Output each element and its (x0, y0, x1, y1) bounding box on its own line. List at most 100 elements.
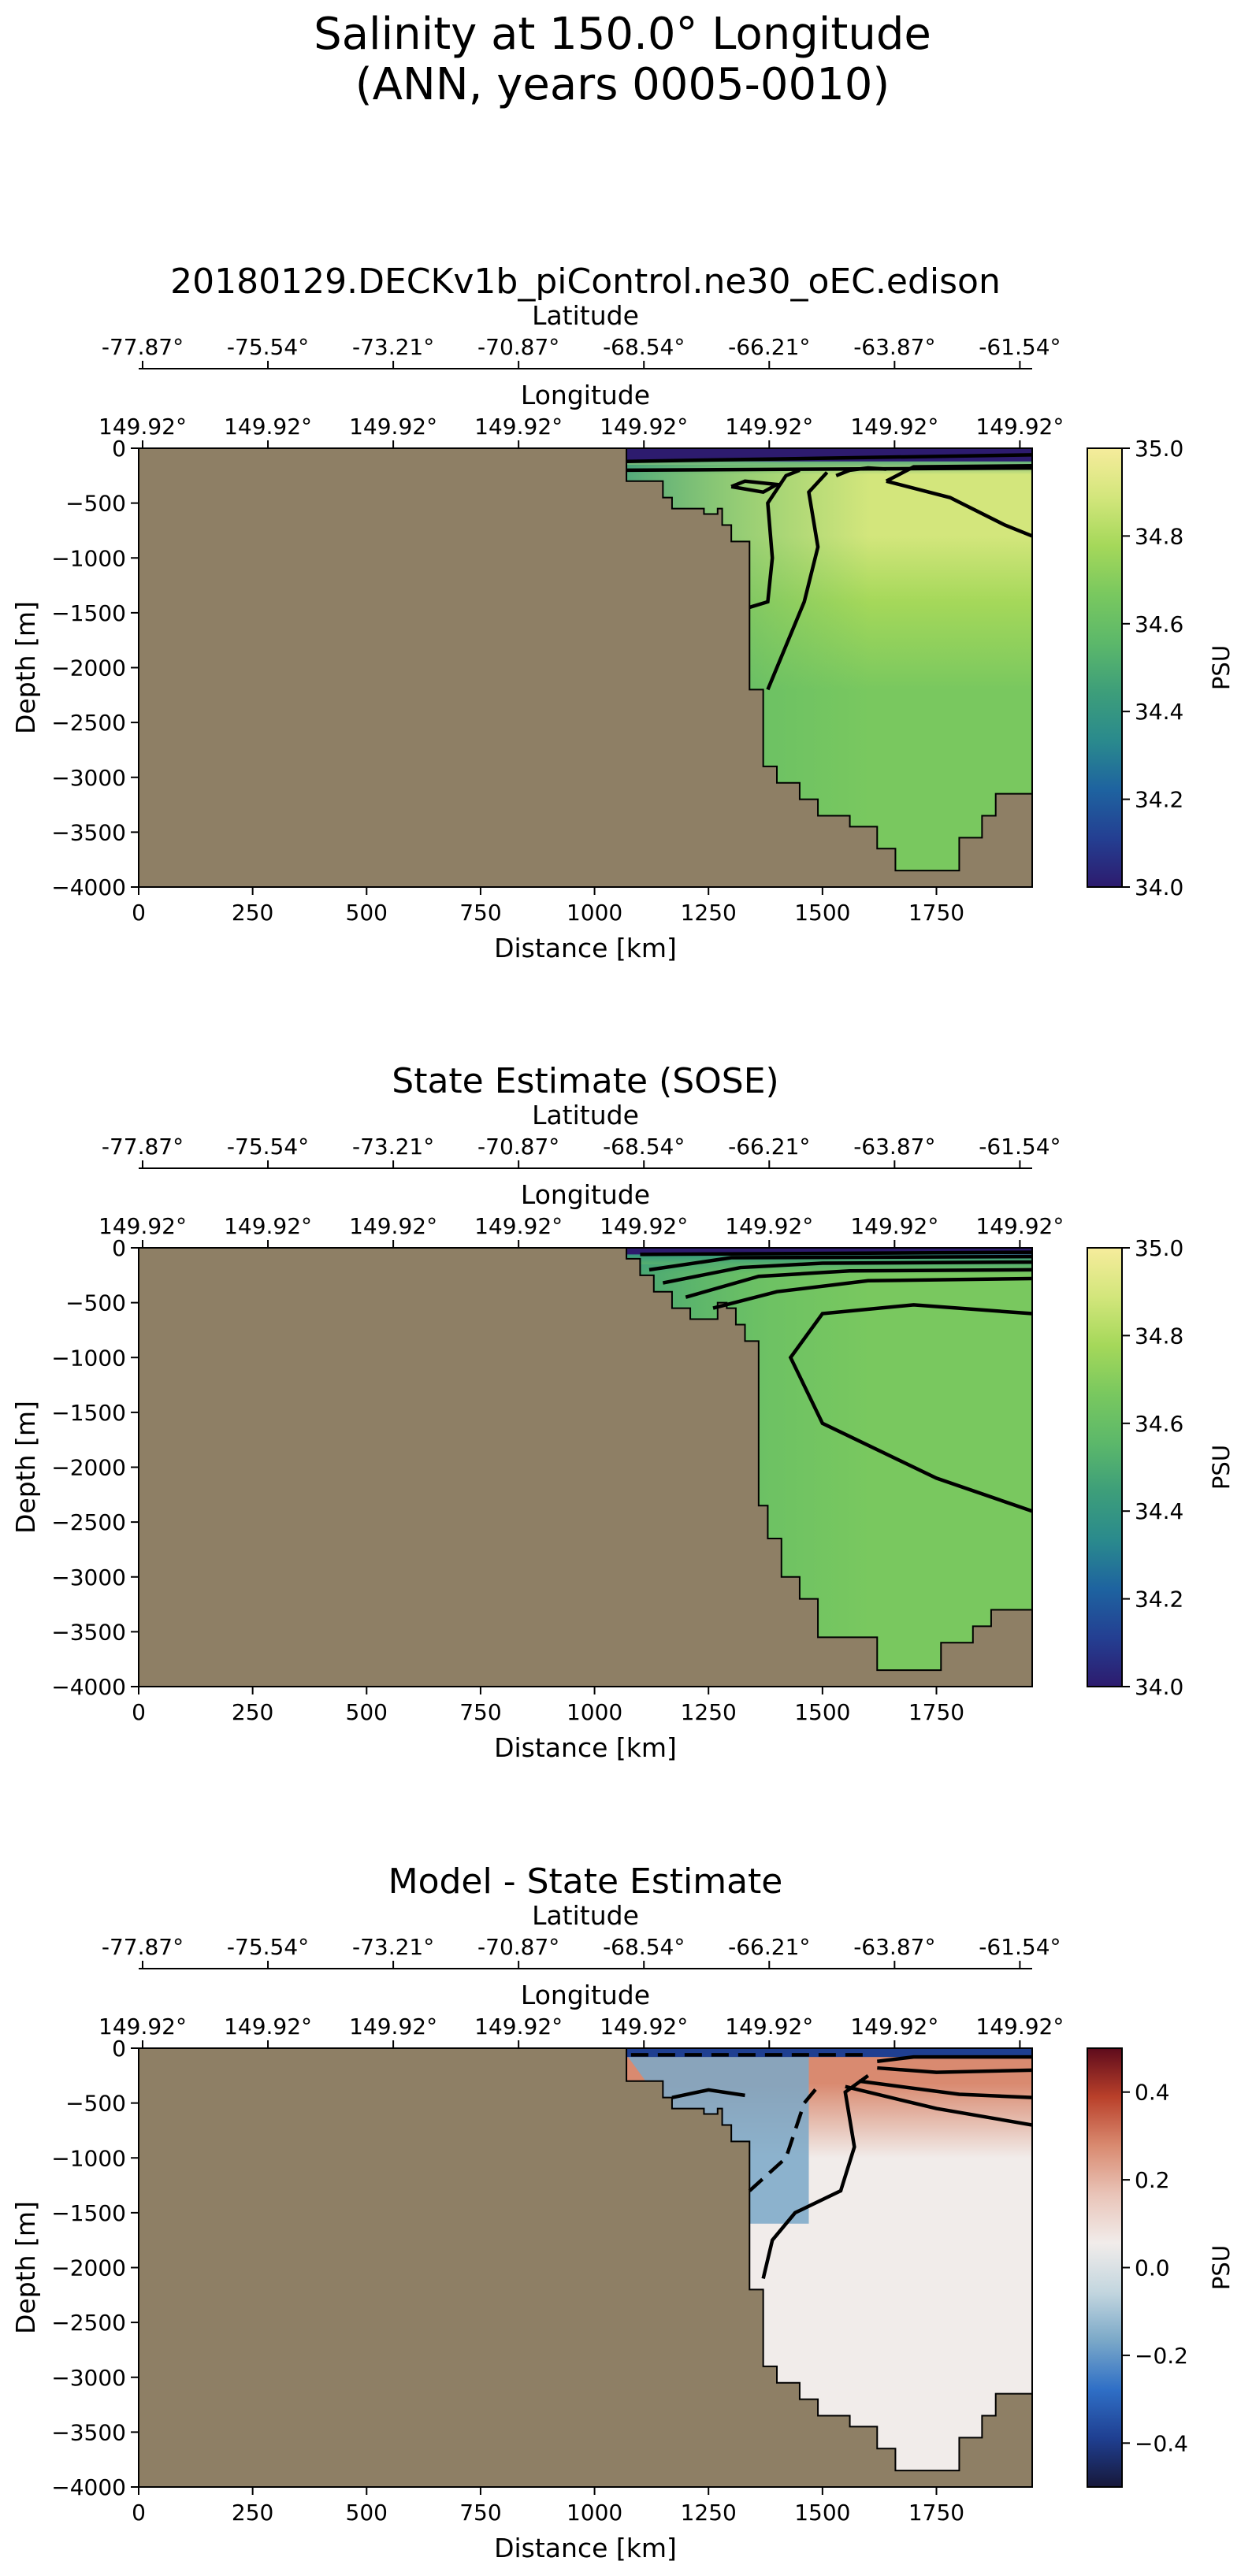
y-axis-label: Depth [m] (10, 2201, 41, 2334)
y-tick-label: −3000 (51, 765, 126, 791)
longitude-tick-label: 149.92° (600, 414, 688, 440)
colorbar-tick-label: 34.6 (1135, 611, 1183, 637)
land-mask (139, 448, 1032, 887)
x-axis-label: Distance [km] (494, 933, 677, 963)
land-mask (139, 2048, 1032, 2487)
latitude-tick-label: -66.21° (728, 1134, 810, 1160)
longitude-tick-label: 149.92° (975, 414, 1064, 440)
colorbar-tick-label: 34.8 (1135, 523, 1183, 549)
longitude-tick-label: 149.92° (975, 2014, 1064, 2040)
colorbar-tick-label: 34.6 (1135, 1411, 1183, 1437)
x-axis-label: Distance [km] (494, 1732, 677, 1763)
contour-line (730, 479, 783, 495)
latitude-tick-label: -77.87° (102, 334, 184, 360)
colorbar-tick-label: 34.2 (1135, 787, 1183, 813)
x-tick-label: 250 (232, 1699, 273, 1725)
y-tick-label: −2000 (51, 1455, 126, 1481)
x-tick-label: 750 (459, 900, 501, 926)
latitude-tick-label: -61.54° (979, 1934, 1061, 1960)
contour-line (685, 1268, 1032, 1299)
y-tick-label: −3500 (51, 1619, 126, 1645)
x-tick-label: 500 (346, 900, 388, 926)
x-tick-label: 1250 (681, 900, 737, 926)
latitude-tick-label: -63.87° (853, 334, 935, 360)
x-tick-label: 1500 (794, 900, 850, 926)
contour-line (788, 1303, 1032, 1513)
y-tick-label: −1000 (51, 545, 126, 571)
colorbar: 35.0 34.8 34.6 34.4 34.2 34.0 PSU (1087, 1235, 1235, 1700)
y-tick-label: −4000 (51, 874, 126, 900)
colorbar-tick-label: 35.0 (1135, 436, 1183, 462)
longitude-tick-label: 149.92° (474, 414, 563, 440)
longitude-tick-label: 149.92° (850, 414, 938, 440)
latitude-tick-label: -61.54° (979, 334, 1061, 360)
x-tick-label: 250 (232, 900, 273, 926)
x-tick-label: 1000 (567, 900, 622, 926)
panel-title: Model - State Estimate (388, 1861, 783, 1902)
latitude-tick-label: -68.54° (603, 1134, 685, 1160)
longitude-tick-label: 149.92° (224, 1213, 312, 1239)
y-tick-label: −3000 (51, 2365, 126, 2391)
y-tick-label: −2000 (51, 2255, 126, 2281)
longitude-tick-label: 149.92° (224, 414, 312, 440)
longitude-tick-label: 149.92° (725, 2014, 813, 2040)
latitude-tick-label: -61.54° (979, 1134, 1061, 1160)
contour-line (858, 2079, 1032, 2099)
x-tick-label: 1750 (908, 2500, 964, 2526)
panel-title: 20180129.DECKv1b_piControl.ne30_oEC.edis… (170, 262, 1001, 302)
y-tick-label: −2500 (51, 1509, 126, 1535)
y-axis-label: Depth [m] (10, 1401, 41, 1534)
latitude-tick-label: -77.87° (102, 1934, 184, 1960)
colorbar-label: PSU (1208, 645, 1235, 690)
y-tick-label: −1500 (51, 600, 126, 626)
y-tick-label: −3500 (51, 819, 126, 845)
colorbar-gradient (1087, 447, 1123, 888)
y-tick-label: −500 (65, 491, 126, 517)
contour-line (626, 466, 1032, 473)
colorbar-tick-label: 34.0 (1135, 874, 1183, 900)
y-tick-label: 0 (112, 2036, 126, 2062)
x-tick-label: 1250 (681, 1699, 737, 1725)
panel-3: 0 250 500 750 1000 1250 1500 1750 Distance [km] 0… (10, 1861, 1235, 2563)
colorbar-tick-label: 0.4 (1135, 2080, 1170, 2106)
longitude-tick-label: 149.92° (725, 414, 813, 440)
y-tick-label: −1500 (51, 2200, 126, 2226)
y-tick-label: −500 (65, 1290, 126, 1316)
latitude-axis-label: Latitude (532, 300, 639, 331)
longitude-tick-label: 149.92° (349, 2014, 437, 2040)
contour-line (877, 2054, 1032, 2063)
contour-line (761, 2073, 870, 2279)
colorbar-tick-label: 34.0 (1135, 1674, 1183, 1700)
contour-line (748, 2085, 819, 2192)
colorbar-tick-label: −0.4 (1135, 2430, 1188, 2456)
latitude-tick-label: -70.87° (477, 1934, 559, 1960)
colorbar-tick-label: −0.2 (1135, 2343, 1188, 2369)
contour-line (749, 468, 801, 610)
colorbar-tick-label: 0.2 (1135, 2167, 1170, 2193)
y-tick-label: 0 (112, 1235, 126, 1261)
latitude-tick-label: -68.54° (603, 1934, 685, 1960)
colorbar-tick-label: 34.4 (1135, 699, 1183, 725)
colorbar-label: PSU (1208, 2245, 1235, 2290)
longitude-tick-label: 149.92° (474, 1213, 563, 1239)
contour-lines (626, 453, 1032, 691)
latitude-axis-label: Latitude (532, 1900, 639, 1931)
longitude-axis-label: Longitude (521, 380, 650, 410)
contour-line (835, 466, 886, 477)
longitude-tick-label: 149.92° (349, 1213, 437, 1239)
latitude-tick-label: -70.87° (477, 1134, 559, 1160)
x-axis-label: Distance [km] (494, 2533, 677, 2563)
colorbar: 35.0 34.8 34.6 34.4 34.2 34.0 PSU (1087, 436, 1235, 900)
latitude-tick-label: -63.87° (853, 1134, 935, 1160)
y-tick-label: −3000 (51, 1565, 126, 1591)
longitude-tick-label: 149.92° (600, 1213, 688, 1239)
panel-title: State Estimate (SOSE) (392, 1061, 778, 1101)
latitude-tick-label: -73.21° (352, 334, 434, 360)
x-tick-label: 1750 (908, 900, 964, 926)
longitude-tick-label: 149.92° (224, 2014, 312, 2040)
latitude-axis-label: Latitude (532, 1100, 639, 1130)
contour-line (648, 1254, 1032, 1272)
x-tick-label: 1500 (794, 2500, 850, 2526)
y-tick-label: −4000 (51, 2474, 126, 2500)
